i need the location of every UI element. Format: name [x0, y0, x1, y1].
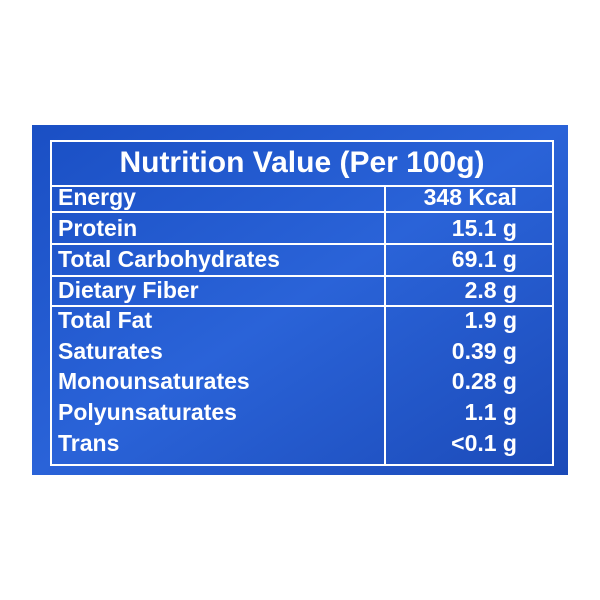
- table-title: Nutrition Value (Per 100g): [119, 146, 484, 179]
- nutrient-name: Saturates: [58, 338, 163, 364]
- nutrient-value: 348 Kcal: [424, 184, 517, 210]
- nutrient-value: 15.1 g: [452, 215, 517, 241]
- nutrient-value: 2.8 g: [465, 277, 517, 303]
- package-panel: [32, 125, 568, 475]
- nutrient-name: Polyunsaturates: [58, 399, 237, 425]
- nutrient-name: Total Fat: [58, 307, 152, 333]
- nutrient-name: Dietary Fiber: [58, 277, 199, 303]
- nutrient-name: Monounsaturates: [58, 368, 250, 394]
- nutrient-name: Protein: [58, 215, 137, 241]
- nutrient-value: 0.39 g: [452, 338, 517, 364]
- nutrient-value: 1.1 g: [465, 399, 517, 425]
- table-rows: Energy 348 Kcal Protein 15.1 g Total Carbohy…: [51, 184, 553, 456]
- nutrient-name: Energy: [58, 184, 136, 210]
- nutrient-value: 1.9 g: [465, 307, 517, 333]
- nutrient-value: <0.1 g: [451, 430, 517, 456]
- nutrient-name: Total Carbohydrates: [58, 246, 280, 272]
- table-border: [50, 140, 554, 466]
- nutrient-value: 0.28 g: [452, 368, 517, 394]
- nutrient-value: 69.1 g: [452, 246, 517, 272]
- nutrient-name: Trans: [58, 430, 119, 456]
